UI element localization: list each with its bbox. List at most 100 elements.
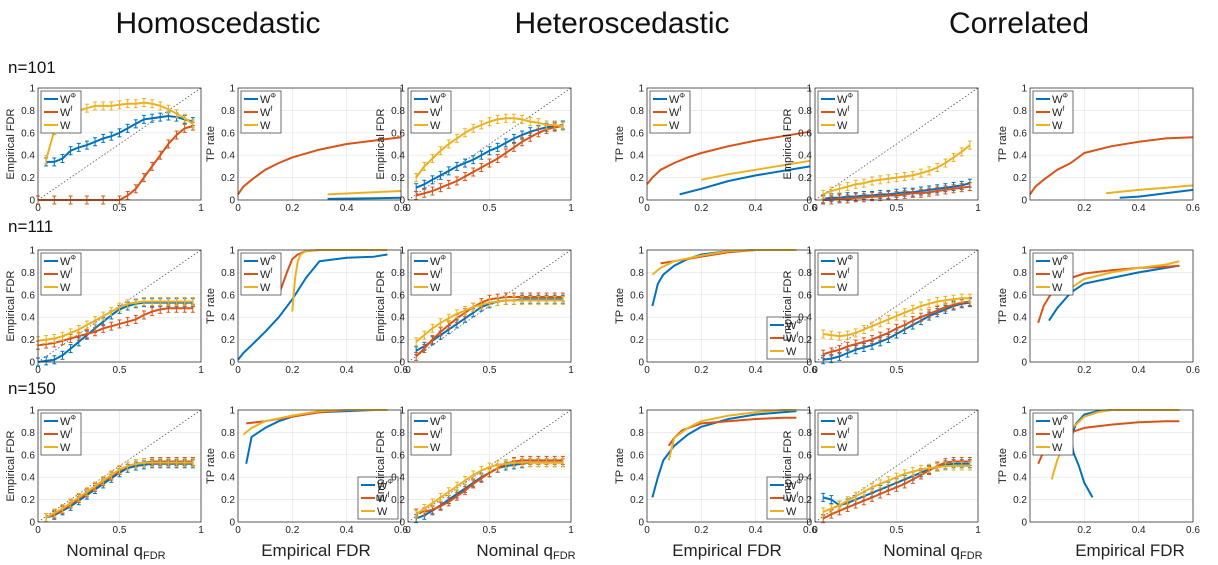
y-axis-label: Empirical FDR [782, 271, 794, 342]
y-tick-label: 0.2 [630, 495, 644, 506]
y-tick-label: 0.8 [798, 268, 812, 279]
y-tick-label: 0.2 [1013, 173, 1027, 184]
y-tick-label: 1 [638, 406, 644, 417]
y-tick-label: 1 [638, 246, 644, 257]
legend-label-main: W [837, 107, 848, 119]
y-tick-label: 0.4 [1013, 151, 1027, 162]
legend-label-main: W [786, 506, 797, 518]
legend-label-main: W [60, 429, 71, 441]
legend-label-0: WΦ [430, 255, 446, 268]
legend-label-1: Wf [1052, 106, 1064, 119]
legend-label-main: W [837, 442, 848, 454]
series-line-0 [1119, 188, 1194, 199]
legend-label-2: W [430, 120, 441, 132]
y-tick-label: 0.8 [221, 268, 235, 279]
bottom-label-main: Nominal q [883, 541, 960, 560]
x-tick-label: 0.5 [890, 525, 904, 536]
y-tick-label: 0.4 [21, 151, 35, 162]
column-title-homoscedastic: Homoscedastic [115, 7, 320, 40]
plot-border [646, 249, 811, 363]
y-tick-label: 0 [1021, 196, 1027, 207]
y-axis-label: Empirical FDR [782, 431, 794, 502]
x-tick-label: 0.6 [803, 203, 817, 214]
legend-label-superscript: Φ [440, 415, 446, 422]
legend-label-main: W [837, 269, 848, 281]
legend-label-main: W [430, 269, 441, 281]
legend-label-main: W [60, 269, 71, 281]
x-tick-label: 0.2 [694, 203, 708, 214]
y-tick-label: 1 [638, 84, 644, 95]
legend-label-main: W [1052, 120, 1063, 132]
legend-label-2: W [837, 282, 848, 294]
y-axis-label: TP rate [205, 448, 217, 484]
legend-label-0: WΦ [786, 479, 802, 492]
x-tick-label: 0.5 [483, 365, 497, 376]
y-tick-label: 0.4 [630, 313, 644, 324]
x-tick-label: 0.4 [340, 203, 354, 214]
x-tick-label: 0.6 [1186, 365, 1200, 376]
y-tick-label: 0.6 [630, 128, 644, 139]
legend-label-superscript: Φ [270, 255, 276, 262]
x-tick-label: 0.4 [340, 365, 354, 376]
legend-label-main: W [430, 416, 441, 428]
y-tick-label: 0.4 [391, 151, 405, 162]
legend-label-main: W [430, 442, 441, 454]
legend-label-1: Wf [786, 492, 798, 505]
legend-label-main: W [60, 94, 71, 106]
legend-label-0: WΦ [1052, 255, 1068, 268]
y-tick-label: 0.4 [391, 473, 405, 484]
legend-label-1: Wf [60, 106, 72, 119]
legend-label-superscript: f [847, 428, 849, 435]
legend-label-0: WΦ [60, 93, 76, 106]
x-tick-label: 0.6 [803, 365, 817, 376]
legend-label-superscript: Φ [1062, 255, 1068, 262]
y-axis-label: TP rate [205, 126, 217, 162]
legend-label-superscript: f [796, 492, 798, 499]
legend-label-superscript: f [440, 106, 442, 113]
legend-label-superscript: f [70, 106, 72, 113]
legend-label-superscript: Φ [440, 255, 446, 262]
y-tick-label: 0.4 [630, 151, 644, 162]
legend-label-2: W [786, 346, 797, 358]
y-tick-label: 1 [29, 406, 35, 417]
x-tick-label: 0.5 [483, 525, 497, 536]
bottom-label-nominal-q-2: Nominal qFDR [476, 541, 575, 562]
legend-label-main: W [1052, 442, 1063, 454]
legend-label-2: W [430, 442, 441, 454]
legend-label-main: W [60, 416, 71, 428]
legend-label-main: W [60, 256, 71, 268]
plot-border [237, 249, 402, 363]
diagonal-reference [814, 87, 979, 201]
legend-label-superscript: f [796, 332, 798, 339]
legend-label-2: W [60, 442, 71, 454]
y-tick-label: 0 [399, 196, 405, 207]
y-tick-label: 0.8 [630, 428, 644, 439]
y-tick-label: 0 [638, 196, 644, 207]
legend-label-main: W [837, 94, 848, 106]
series-line-1 [1037, 264, 1180, 324]
plot-border [37, 249, 202, 363]
y-tick-label: 1 [1021, 84, 1027, 95]
bottom-label-sub: FDR [960, 550, 983, 562]
y-tick-label: 1 [806, 84, 812, 95]
legend-label-superscript: f [440, 428, 442, 435]
y-tick-label: 0.2 [221, 495, 235, 506]
x-tick-label: 0.6 [394, 203, 408, 214]
plot-border [646, 87, 811, 201]
y-tick-label: 0.6 [221, 450, 235, 461]
x-tick-label: 0.2 [285, 203, 299, 214]
y-tick-label: 0.8 [391, 268, 405, 279]
legend-label-superscript: Φ [70, 255, 76, 262]
y-tick-label: 0.2 [1013, 495, 1027, 506]
y-tick-label: 0.8 [630, 268, 644, 279]
legend-label-0: WΦ [837, 415, 853, 428]
legend-label-2: W [430, 282, 441, 294]
legend-label-superscript: Φ [70, 93, 76, 100]
y-tick-label: 0 [229, 358, 235, 369]
y-tick-label: 1 [1021, 406, 1027, 417]
plot-border [407, 409, 572, 523]
